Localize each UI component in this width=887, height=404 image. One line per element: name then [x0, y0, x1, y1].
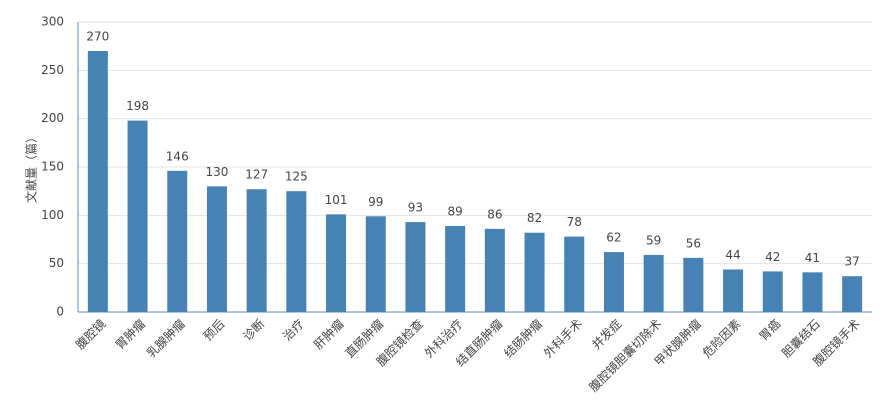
y-tick-label: 150	[41, 160, 64, 174]
data-label: 78	[567, 215, 582, 229]
data-label: 44	[725, 248, 740, 262]
bar	[206, 186, 227, 312]
bar	[365, 216, 386, 312]
bar	[445, 225, 466, 312]
y-tick-label: 300	[41, 15, 64, 29]
bar	[683, 257, 704, 312]
bar	[405, 222, 426, 312]
y-tick-label: 0	[56, 305, 64, 319]
x-tick-label: 乳腺肿瘤	[143, 316, 188, 361]
bar	[564, 236, 585, 312]
x-tick-label: 危险因素	[699, 316, 744, 361]
x-tick-label: 诊断	[240, 316, 268, 344]
bar	[762, 271, 783, 312]
y-axis-label: 文献量（篇）	[24, 131, 39, 203]
data-label: 101	[325, 193, 348, 207]
bar	[246, 189, 267, 312]
data-label: 93	[408, 201, 423, 215]
y-tick-label: 100	[41, 208, 64, 222]
data-label: 86	[487, 207, 502, 221]
x-tick-label: 治疗	[280, 317, 307, 344]
bar	[87, 51, 108, 312]
data-label: 146	[166, 149, 189, 163]
data-label: 270	[86, 30, 109, 44]
data-label: 125	[285, 170, 308, 184]
bar	[643, 254, 664, 312]
x-tick-label: 胃肿瘤	[112, 316, 148, 352]
data-label: 127	[245, 168, 268, 182]
data-label: 42	[765, 250, 780, 264]
data-label: 89	[448, 204, 463, 218]
x-tick-label: 胃癌	[756, 316, 784, 344]
data-label: 82	[527, 211, 542, 225]
bar	[842, 276, 863, 312]
bar	[286, 191, 307, 312]
bar	[167, 170, 188, 312]
data-label: 62	[606, 231, 621, 245]
bar	[603, 252, 624, 312]
x-tick-label: 并发症	[588, 316, 624, 352]
data-label: 56	[686, 236, 701, 250]
bar	[802, 272, 823, 312]
data-label: 99	[368, 195, 383, 209]
bar	[723, 269, 744, 312]
x-tick-label: 预后	[201, 317, 228, 344]
data-label: 37	[845, 255, 860, 269]
data-label: 59	[646, 233, 661, 247]
y-tick-label: 200	[41, 111, 64, 125]
x-tick-label: 腹腔镜	[72, 316, 108, 352]
x-tick-label: 外科手术	[541, 317, 585, 361]
bar	[484, 228, 505, 312]
x-tick-label: 肝肿瘤	[311, 316, 347, 352]
bar	[524, 232, 545, 312]
data-label: 130	[205, 165, 228, 179]
x-tick-label: 腹腔镜胆囊切除术	[586, 316, 664, 394]
data-label: 41	[805, 251, 820, 265]
y-tick-label: 250	[41, 63, 64, 77]
data-label: 198	[126, 99, 149, 113]
bar	[127, 120, 148, 312]
y-tick-label: 50	[49, 256, 64, 270]
bar	[326, 214, 347, 312]
x-tick-label: 结肠肿瘤	[501, 316, 546, 361]
